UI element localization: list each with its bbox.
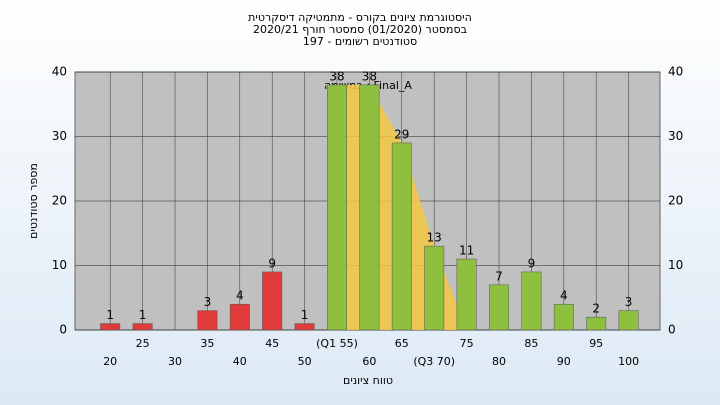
bar <box>197 310 218 331</box>
chart-subtitle: סטודנטים רשומים - 197 <box>303 35 417 48</box>
data-label: 9 <box>528 256 536 270</box>
bar <box>489 284 509 331</box>
data-label: 1 <box>301 308 309 322</box>
bar <box>132 323 153 331</box>
data-label: 1 <box>139 308 147 322</box>
x-tick-label: 80 <box>492 355 506 368</box>
x-tick-label: 65 <box>395 337 409 350</box>
x-tick-label: 85 <box>524 337 538 350</box>
bar <box>553 303 574 331</box>
x-tick-label: 75 <box>460 337 474 350</box>
data-label: 4 <box>236 289 244 303</box>
x-axis-title: טווח ציונים <box>343 374 393 387</box>
x-tick-label: 40 <box>233 355 247 368</box>
y-axis-title: מספר סטודנטים <box>27 163 40 239</box>
x-tick-label: 25 <box>136 337 150 350</box>
x-tick-label: 100 <box>618 355 639 368</box>
y2-tick-label: 20 <box>668 194 683 208</box>
bar <box>424 245 445 331</box>
data-label: 11 <box>459 244 474 258</box>
bar <box>586 316 607 331</box>
x-tick-label: (Q3 70) <box>413 355 455 368</box>
bar <box>327 84 347 331</box>
x-tick-label: 35 <box>200 337 214 350</box>
data-label: 3 <box>625 295 633 309</box>
data-label: 7 <box>495 269 503 283</box>
bar <box>100 323 121 331</box>
data-label: 1 <box>106 308 114 322</box>
data-label: 2 <box>592 302 600 316</box>
y-tick-label: 20 <box>52 194 67 208</box>
y-tick-label: 30 <box>52 129 67 143</box>
y-tick-label: 0 <box>59 323 67 337</box>
y2-tick-label: 40 <box>668 65 683 79</box>
x-tick-label: 20 <box>103 355 117 368</box>
x-tick-label: 90 <box>557 355 571 368</box>
x-tick-label: 50 <box>298 355 312 368</box>
x-tick-label: 95 <box>589 337 603 350</box>
y-tick-label: 40 <box>52 65 67 79</box>
y2-tick-label: 10 <box>668 258 683 272</box>
data-label: 13 <box>427 231 442 245</box>
bar <box>294 323 315 331</box>
bar <box>521 271 542 331</box>
data-label: 38 <box>362 69 377 83</box>
x-tick-label: 45 <box>265 337 279 350</box>
x-tick-label: 30 <box>168 355 182 368</box>
chart-title: היסטוגרמת ציונים בקורס - מתמטיקה דיסקרטי… <box>248 11 472 24</box>
data-label: 29 <box>394 127 409 141</box>
data-label: 4 <box>560 289 568 303</box>
bar <box>229 303 250 331</box>
bar <box>391 142 412 331</box>
bar <box>456 258 477 331</box>
data-label: 38 <box>329 69 344 83</box>
y2-tick-label: 30 <box>668 129 683 143</box>
chart-subtitle: בסמסטר (01/2020) סמסטר חורף 2020/21 <box>253 23 467 36</box>
bar <box>618 310 639 331</box>
x-tick-label: (Q1 55) <box>316 337 358 350</box>
bar <box>359 84 380 331</box>
data-label: 9 <box>268 256 276 270</box>
bar <box>262 271 283 331</box>
y2-tick-label: 0 <box>668 323 676 337</box>
data-label: 3 <box>204 295 212 309</box>
x-tick-label: 60 <box>362 355 376 368</box>
y-tick-label: 10 <box>52 258 67 272</box>
